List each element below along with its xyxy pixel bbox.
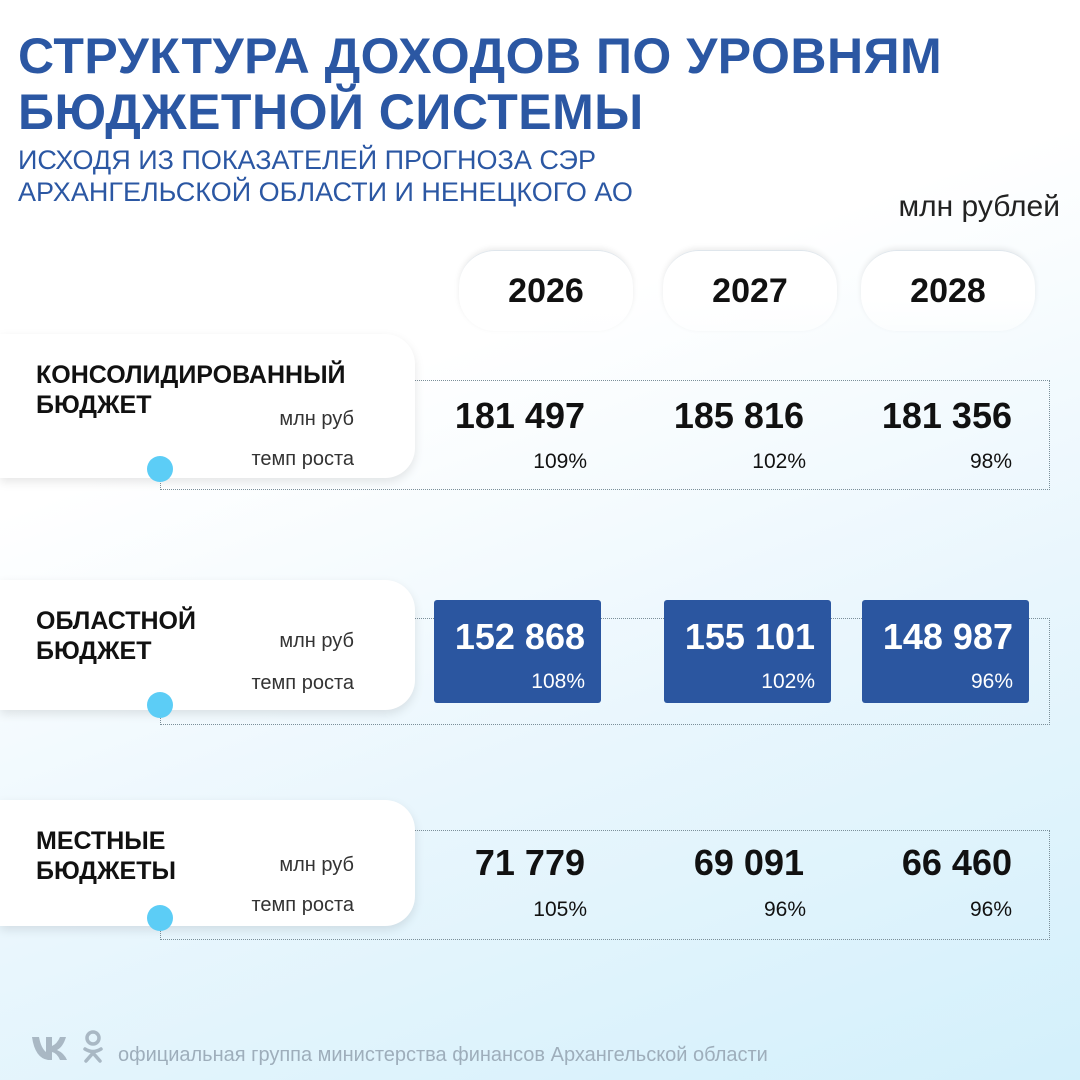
rate-consolidated-2027: 102% [752,450,806,473]
row-marker-dot [147,456,173,482]
page-title: СТРУКТУРА ДОХОДОВ ПО УРОВНЯМ БЮДЖЕТНОЙ С… [18,28,942,140]
rate-local-2027: 96% [763,898,806,921]
vk-logo-icon[interactable] [30,1034,74,1062]
row-name-line-1: ОБЛАСТНОЙ [36,607,196,635]
value-consolidated-2026: 181 497 [454,395,585,436]
value-local-2028: 66 460 [901,842,1012,883]
row-card-consolidated: КОНСОЛИДИРОВАННЫЙ БЮДЖЕТ млн руб темп ро… [0,334,415,478]
highlight-box-regional-2027: 155 101 102% [664,600,831,703]
unit-label-mln: млн руб [279,408,354,430]
highlight-box-regional-2028: 148 987 96% [862,600,1029,703]
subtitle-line-1: ИСХОДЯ ИЗ ПОКАЗАТЕЛЕЙ ПРОГНОЗА СЭР [18,145,596,175]
subtitle-line-2: АРХАНГЕЛЬСКОЙ ОБЛАСТИ И НЕНЕЦКОГО АО [18,177,633,207]
year-header-2028: 2028 [861,250,1035,331]
unit-label-mln: млн руб [279,854,354,876]
row-marker-dot [147,692,173,718]
row-name-line-2: БЮДЖЕТЫ [36,857,176,885]
rate-regional-2026: 108% [531,670,585,693]
footer-text: официальная группа министерства финансов… [118,1044,768,1066]
row-name-line-2: БЮДЖЕТ [36,391,152,419]
rate-consolidated-2028: 98% [969,450,1012,473]
year-header-2027: 2027 [663,250,837,331]
row-card-regional: ОБЛАСТНОЙ БЮДЖЕТ млн руб темп роста [0,580,415,710]
value-regional-2026: 152 868 [454,616,585,657]
row-name-regional: ОБЛАСТНОЙ БЮДЖЕТ [36,606,196,666]
rate-local-2026: 105% [533,898,587,921]
page-subtitle: ИСХОДЯ ИЗ ПОКАЗАТЕЛЕЙ ПРОГНОЗА СЭР АРХАН… [18,144,633,208]
value-regional-2028: 148 987 [882,616,1013,657]
row-name-local: МЕСТНЫЕ БЮДЖЕТЫ [36,826,176,886]
value-local-2027: 69 091 [693,842,804,883]
row-marker-dot [147,905,173,931]
year-header-2026: 2026 [459,250,633,331]
value-consolidated-2028: 181 356 [881,395,1012,436]
rate-regional-2028: 96% [970,670,1013,693]
row-name-line-1: КОНСОЛИДИРОВАННЫЙ [36,361,346,389]
title-line-1: СТРУКТУРА ДОХОДОВ ПО УРОВНЯМ [18,28,943,84]
row-name-consolidated: КОНСОЛИДИРОВАННЫЙ БЮДЖЕТ [36,360,346,420]
unit-label-mln: млн руб [279,630,354,652]
value-local-2026: 71 779 [474,842,585,883]
rate-label: темп роста [251,448,355,470]
rate-regional-2027: 102% [761,670,815,693]
row-card-local: МЕСТНЫЕ БЮДЖЕТЫ млн руб темп роста [0,800,415,926]
unit-label: млн рублей [898,190,1061,223]
rate-label: темп роста [251,894,355,916]
row-name-line-1: МЕСТНЫЕ [36,827,166,855]
value-consolidated-2027: 185 816 [673,395,804,436]
rate-consolidated-2026: 109% [533,450,587,473]
rate-local-2028: 96% [969,898,1012,921]
rate-label: темп роста [251,672,355,694]
row-name-line-2: БЮДЖЕТ [36,637,152,665]
title-line-2: БЮДЖЕТНОЙ СИСТЕМЫ [18,84,644,140]
ok-logo-icon[interactable] [82,1030,104,1064]
value-regional-2027: 155 101 [684,616,815,657]
highlight-box-regional-2026: 152 868 108% [434,600,601,703]
